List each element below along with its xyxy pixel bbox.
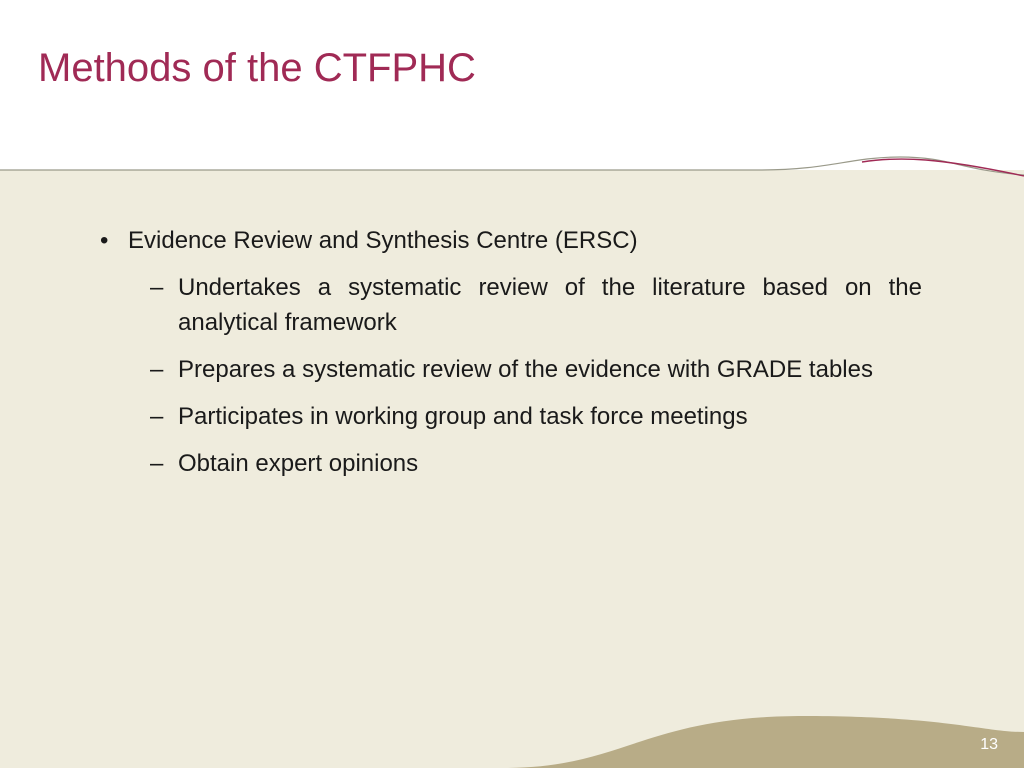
list-item: Prepares a systematic review of the evid… <box>128 353 922 388</box>
bullet-text: Prepares a systematic review of the evid… <box>178 356 873 383</box>
list-item: Evidence Review and Synthesis Centre (ER… <box>92 225 922 481</box>
bullet-text: Participates in working group and task f… <box>178 403 748 430</box>
bullet-text: Obtain expert opinions <box>178 450 418 477</box>
page-number: 13 <box>980 736 998 754</box>
content-area: Evidence Review and Synthesis Centre (ER… <box>92 225 922 497</box>
slide: Methods of the CTFPHC Evidence Review an… <box>0 0 1024 768</box>
slide-title: Methods of the CTFPHC <box>38 46 476 91</box>
list-item: Undertakes a systematic review of the li… <box>128 271 922 341</box>
sub-bullet-list: Undertakes a systematic review of the li… <box>128 271 922 481</box>
bullet-text: Evidence Review and Synthesis Centre (ER… <box>128 227 638 254</box>
list-item: Obtain expert opinions <box>128 447 922 482</box>
title-area: Methods of the CTFPHC <box>0 0 1024 170</box>
list-item: Participates in working group and task f… <box>128 400 922 435</box>
bullet-list: Evidence Review and Synthesis Centre (ER… <box>92 225 922 481</box>
bullet-text: Undertakes a systematic review of the li… <box>178 274 922 336</box>
